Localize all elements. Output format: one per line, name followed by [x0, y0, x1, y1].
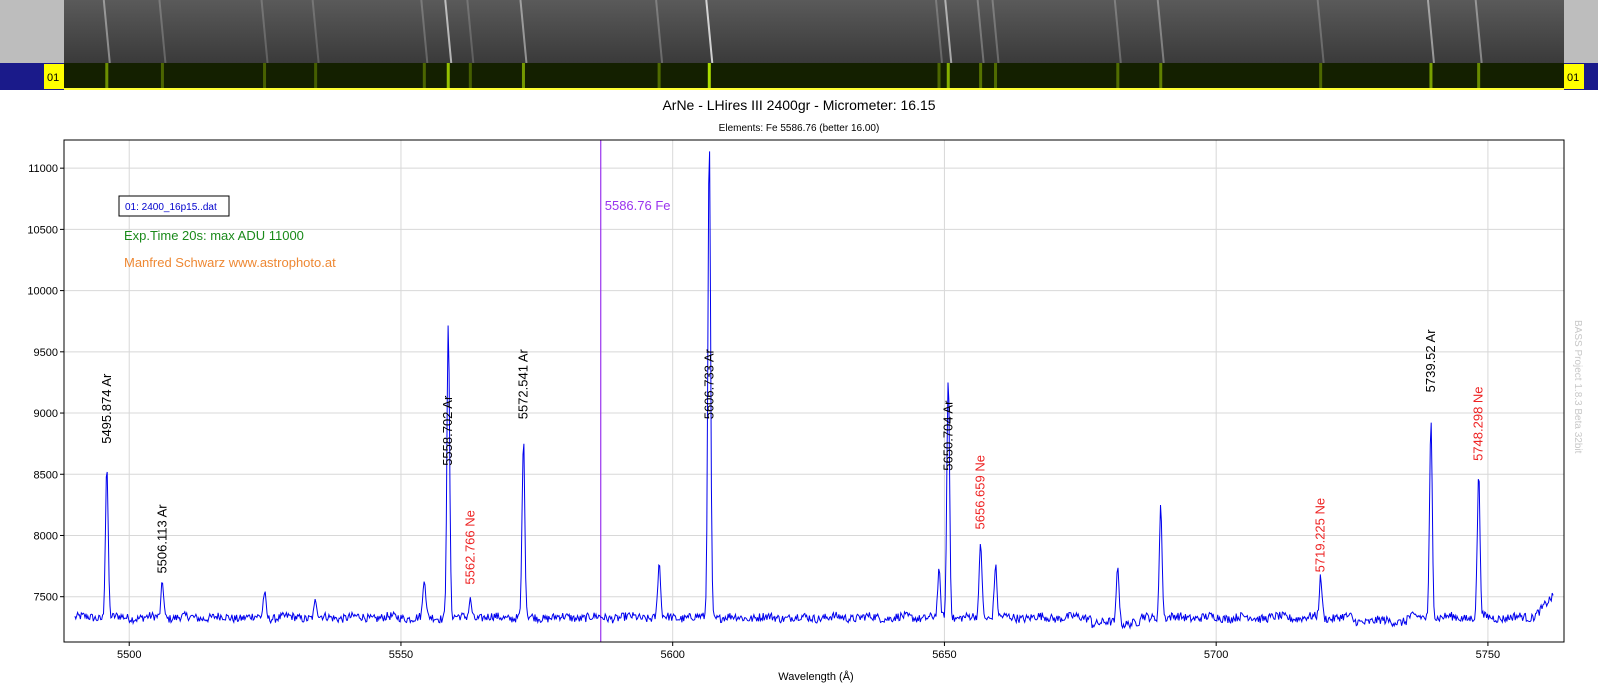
strip-line: [314, 63, 318, 88]
line-label: 5650.704 Ar: [940, 400, 955, 471]
x-axis-label: Wavelength (Å): [778, 670, 853, 683]
raw-line: [260, 0, 269, 64]
strip-line: [468, 63, 472, 88]
line-label: 5495.874 Ar: [99, 373, 114, 444]
raw-line: [420, 0, 429, 64]
line-label: 5739.52 Ar: [1423, 329, 1438, 393]
y-tick-label: 8500: [34, 469, 58, 481]
x-tick-label: 5650: [932, 649, 956, 661]
y-tick-label: 9500: [34, 347, 58, 359]
exposure-annotation: Exp.Time 20s: max ADU 11000: [124, 228, 304, 243]
strip-line: [946, 63, 950, 88]
x-tick-label: 5500: [117, 649, 141, 661]
strip-label-left: 01: [47, 72, 59, 84]
raw-line: [655, 0, 664, 64]
profile-strip: [64, 63, 1564, 90]
strip-line: [446, 63, 450, 88]
strip-line: [1159, 63, 1163, 88]
file-label: 01: 2400_16p15..dat: [125, 202, 217, 213]
strip-line: [657, 63, 661, 88]
raw-line: [158, 0, 167, 64]
plot-frame: [63, 139, 1565, 643]
raw-line: [705, 0, 714, 64]
raw-line: [1316, 0, 1325, 64]
raw-line: [944, 0, 953, 64]
x-tick-label: 5600: [660, 649, 684, 661]
profile-strip-lines: [105, 63, 1481, 88]
strip-border: [64, 88, 1564, 90]
strip-line: [979, 63, 983, 88]
raw-line: [1113, 0, 1122, 64]
strip-label-left-box: [44, 64, 64, 89]
line-labels: 5495.874 Ar 5506.113 Ar 5558.702 Ar 5562.76…: [99, 329, 1486, 585]
y-tick-label: 10000: [27, 286, 58, 298]
author-annotation: Manfred Schwarz www.astrophoto.at: [124, 255, 336, 270]
line-label: 5719.225 Ne: [1313, 498, 1328, 572]
strip-line: [160, 63, 164, 88]
series-group: [74, 139, 1554, 630]
raw-line: [466, 0, 475, 64]
strip-line: [263, 63, 267, 88]
strip-line: [521, 63, 525, 88]
strip-label-right-box: [1564, 64, 1584, 89]
strip-line: [1429, 63, 1433, 88]
strip-label-right: 01: [1567, 72, 1579, 84]
raw-line: [519, 0, 528, 64]
strip-line: [1116, 63, 1120, 88]
element-marker: 5586.76 Fe: [600, 140, 671, 642]
raw-image-lines: [102, 0, 1483, 64]
strip-line: [707, 63, 711, 88]
y-tick-label: 11000: [28, 163, 58, 175]
strip-line: [105, 63, 109, 88]
x-axis: 5500 5550 5600 5650 5700 5750: [117, 642, 1500, 661]
chart-subtitle: Elements: Fe 5586.76 (better 16.00): [719, 123, 880, 134]
line-label: 5562.766 Ne: [462, 510, 477, 584]
x-tick-label: 5550: [389, 649, 413, 661]
raw-spectrum-image: [64, 0, 1564, 63]
software-credit: BASS Project 1.8.3 Beta 32bit: [1572, 320, 1583, 454]
raw-line: [935, 0, 943, 64]
strip-line: [994, 63, 998, 88]
line-label: 5656.659 Ne: [973, 455, 988, 529]
raw-line: [1474, 0, 1483, 64]
raw-line: [102, 0, 111, 64]
raw-line: [976, 0, 985, 64]
raw-image-margin-right: [1564, 0, 1598, 63]
raw-line: [444, 0, 453, 64]
line-label: 5506.113 Ar: [154, 504, 169, 574]
x-tick-label: 5700: [1204, 649, 1228, 661]
chart-title: ArNe - LHires III 2400gr - Micrometer: 1…: [662, 97, 935, 113]
strip-line: [937, 63, 941, 88]
y-tick-label: 7500: [34, 592, 58, 604]
line-label: 5572.541 Ar: [515, 348, 530, 419]
raw-line: [991, 0, 1000, 64]
line-label: 5748.298 Ne: [1471, 386, 1486, 460]
spectrum-line: [74, 151, 1554, 630]
raw-line: [311, 0, 320, 64]
file-label-box: [118, 195, 230, 217]
y-tick-label: 9000: [34, 408, 58, 420]
strip-line: [1319, 63, 1323, 88]
strip-line: [422, 63, 426, 88]
grid: [64, 140, 1564, 642]
line-label: 5606.733 Ar: [701, 348, 716, 419]
marker-label: 5586.76 Fe: [605, 198, 671, 213]
y-tick-label: 10500: [27, 224, 58, 236]
strip-line: [1477, 63, 1481, 88]
raw-line: [1156, 0, 1165, 64]
raw-line: [1426, 0, 1435, 64]
y-axis: 7500 8000 8500 9000 9500 10000 10500 11000: [27, 163, 64, 604]
x-tick-label: 5750: [1476, 649, 1500, 661]
line-label: 5558.702 Ar: [440, 395, 455, 466]
y-tick-label: 8000: [34, 530, 58, 542]
raw-image-margin-left: [0, 0, 64, 63]
